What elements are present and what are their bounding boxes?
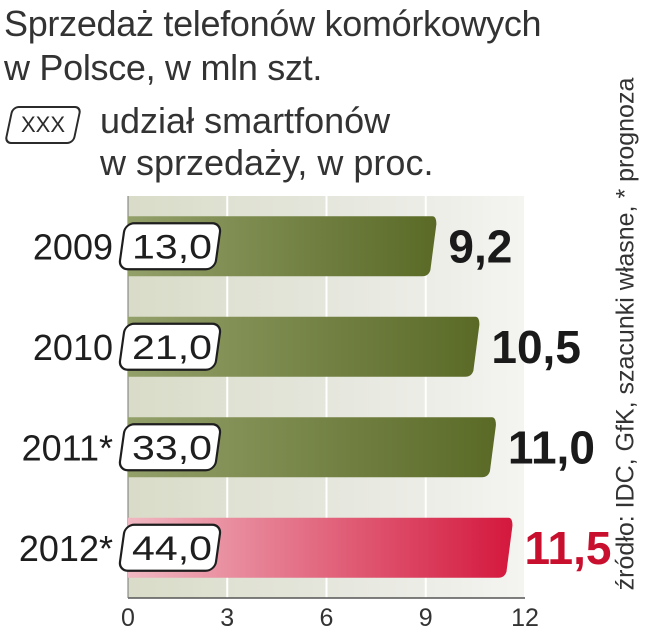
x-tick-label-0: 0	[121, 604, 135, 632]
legend-text-line-1: udział smartfonów	[100, 100, 391, 141]
bar-3	[128, 517, 513, 578]
share-badge-box-2	[118, 423, 222, 472]
legend-text: udział smartfonów w sprzedaży, w proc.	[100, 100, 560, 184]
legend-text-line-2: w sprzedaży, w proc.	[100, 142, 434, 183]
share-badge-box-1	[118, 322, 222, 371]
x-tick-label-12: 12	[511, 604, 539, 632]
category-label-0: 2009	[33, 226, 113, 267]
share-badge-box-0	[118, 222, 222, 271]
share-badge-2: 33,0	[118, 423, 222, 472]
x-tick-label-9: 9	[419, 604, 433, 632]
share-label-1: 21,0	[132, 329, 212, 367]
share-label-0: 13,0	[132, 228, 212, 266]
share-badge-0: 13,0	[118, 222, 222, 271]
share-badge-box-3	[118, 523, 222, 572]
value-label-3: 11,5	[524, 522, 611, 574]
share-label-2: 33,0	[132, 429, 212, 467]
share-label-3: 44,0	[132, 530, 212, 568]
chart-title: Sprzedaż telefonów komórkowych w Polsce,…	[4, 2, 604, 90]
share-badge-1: 21,0	[118, 322, 222, 371]
x-tick-label-3: 3	[220, 604, 234, 632]
value-label-0: 9,2	[448, 220, 512, 272]
x-tick-label-6: 6	[320, 604, 334, 632]
chart-title-line-2: w Polsce, w mln szt.	[4, 47, 323, 88]
share-badge-3: 44,0	[118, 523, 222, 572]
value-label-2: 11,0	[508, 421, 595, 473]
category-label-1: 2010	[33, 327, 113, 368]
legend: XXX udział smartfonów w sprzedaży, w pro…	[3, 100, 568, 190]
category-label-2: 2011*	[22, 427, 113, 468]
value-label-1: 10,5	[491, 321, 581, 373]
category-label-3: 2012*	[19, 528, 113, 569]
chart-title-line-1: Sprzedaż telefonów komórkowych	[4, 3, 542, 44]
